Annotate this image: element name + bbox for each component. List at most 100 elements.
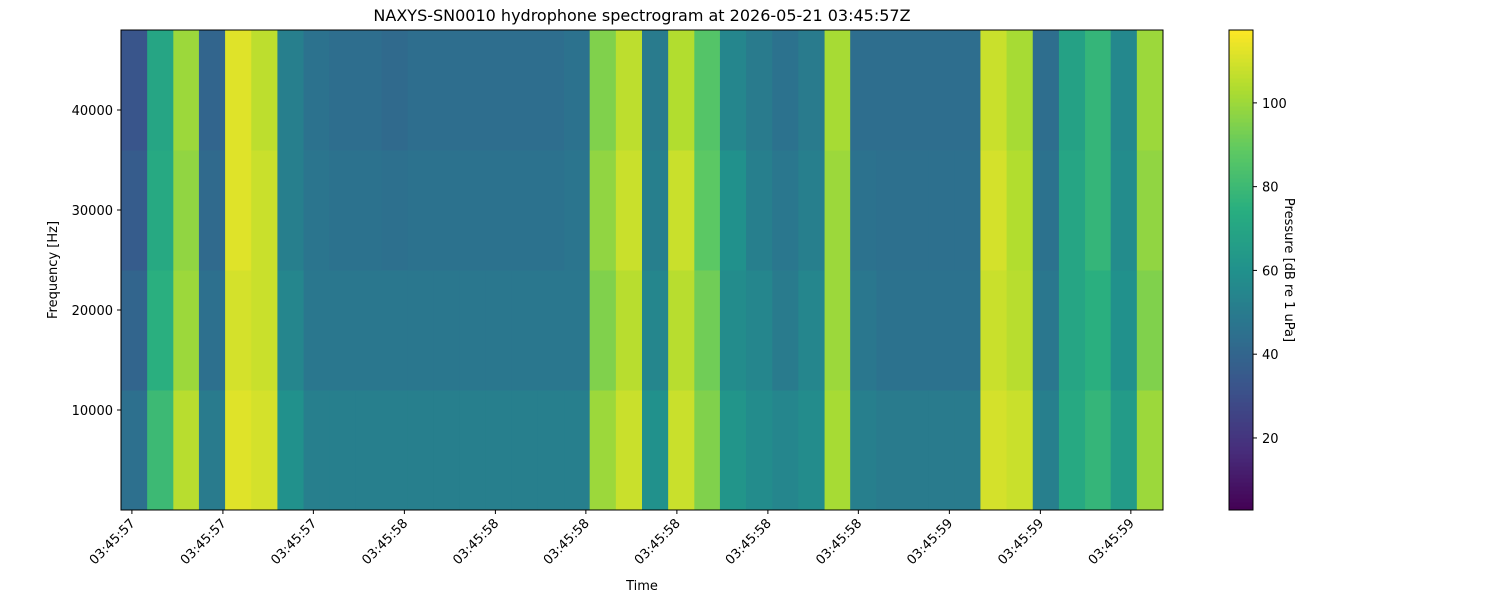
colorbar-segment (1229, 58, 1253, 63)
colorbar-segment (1229, 30, 1253, 35)
heatmap-cell (1136, 30, 1164, 151)
heatmap-cell (954, 270, 981, 391)
heatmap-cell (564, 390, 591, 511)
plot-frame (120, 29, 1164, 511)
heatmap-cell (980, 30, 1008, 151)
colorbar-segment (1229, 402, 1253, 407)
heatmap-cell (303, 270, 330, 391)
heatmap-cell (1110, 150, 1138, 271)
colorbar-segment (1229, 70, 1253, 75)
colorbar-segment (1229, 170, 1253, 175)
heatmap-cell (1058, 150, 1086, 271)
colorbar-segment (1229, 302, 1253, 307)
colorbar-segment (1229, 374, 1253, 379)
heatmap-cell (850, 390, 877, 511)
heatmap-cell (1006, 30, 1034, 151)
heatmap-cell (251, 270, 278, 391)
x-tick-label: 03:45:57 (87, 516, 139, 568)
colorbar-segment (1229, 46, 1253, 51)
colorbar-segment (1229, 146, 1253, 151)
heatmap-cell (355, 30, 382, 151)
colorbar-segment (1229, 418, 1253, 423)
colorbar-segment (1229, 154, 1253, 159)
colorbar-segment (1229, 294, 1253, 299)
colorbar-label: Pressure [dB re 1 uPa] (1281, 198, 1296, 342)
colorbar-segment (1229, 394, 1253, 399)
colorbar-segment (1229, 34, 1253, 39)
colorbar-segment (1229, 74, 1253, 79)
colorbar-segment (1229, 286, 1253, 291)
heatmap-cell (277, 390, 305, 511)
heatmap-cell (459, 270, 487, 391)
heatmap-cell (824, 30, 851, 151)
y-tick-label: 20000 (72, 304, 113, 319)
colorbar-segment (1229, 182, 1253, 187)
heatmap-cell (589, 30, 617, 151)
colorbar-segment (1229, 366, 1253, 371)
heatmap-cell (485, 390, 513, 511)
colorbar-segment (1229, 110, 1253, 115)
colorbar-segment (1229, 350, 1253, 355)
heatmap-cell (277, 150, 305, 271)
colorbar-segment (1229, 94, 1253, 99)
colorbar-segment (1229, 430, 1253, 435)
colorbar-segment (1229, 246, 1253, 251)
colorbar-segment (1229, 90, 1253, 95)
colorbar-segment (1229, 450, 1253, 455)
colorbar-segment (1229, 282, 1253, 287)
heatmap-cell (147, 390, 174, 511)
heatmap-cell (355, 150, 382, 271)
colorbar-segment (1229, 438, 1253, 443)
heatmap-cell (694, 390, 721, 511)
heatmap-cell (1136, 150, 1164, 271)
heatmap-cell (251, 150, 278, 271)
heatmap-cell (1032, 150, 1060, 271)
colorbar-segment (1229, 322, 1253, 327)
heatmap-cell (798, 150, 826, 271)
heatmap-cell (642, 30, 669, 151)
colorbar-segment (1229, 270, 1253, 275)
heatmap-cell (407, 390, 435, 511)
heatmap-cell (850, 150, 877, 271)
heatmap-cell (668, 30, 695, 151)
colorbar-segment (1229, 370, 1253, 375)
colorbar-segment (1229, 466, 1253, 471)
heatmap-cell (589, 270, 617, 391)
y-axis-label: Frequency [Hz] (46, 221, 61, 319)
heatmap-cell (1136, 270, 1164, 391)
x-tick-label: 03:45:58 (813, 516, 865, 568)
colorbar-segment (1229, 150, 1253, 155)
y-tick-label: 40000 (72, 104, 113, 119)
heatmap-cell (798, 270, 826, 391)
colorbar-segment (1229, 398, 1253, 403)
colorbar-segment (1229, 342, 1253, 347)
heatmap-cell (251, 30, 278, 151)
heatmap-cell (459, 30, 487, 151)
heatmap-cell (537, 270, 565, 391)
colorbar-segment (1229, 486, 1253, 491)
heatmap-cell (928, 270, 956, 391)
colorbar-segment (1229, 102, 1253, 107)
heatmap-cell (537, 150, 565, 271)
colorbar-segment (1229, 422, 1253, 427)
colorbar-segment (1229, 458, 1253, 463)
heatmap-cell (980, 270, 1008, 391)
colorbar-segment (1229, 446, 1253, 451)
heatmap-cell (668, 150, 695, 271)
colorbar-segment (1229, 354, 1253, 359)
colorbar-segment (1229, 210, 1253, 215)
heatmap-cell (1032, 30, 1060, 151)
heatmap-cell (329, 150, 356, 271)
heatmap-cell (121, 270, 148, 391)
colorbar-segment (1229, 138, 1253, 143)
colorbar-segment (1229, 326, 1253, 331)
heatmap-cell (719, 270, 747, 391)
heatmap-cell (251, 390, 278, 511)
heatmap-cell (173, 390, 200, 511)
colorbar-segment (1229, 118, 1253, 123)
heatmap-cell (459, 150, 487, 271)
heatmap-cell (433, 270, 460, 391)
heatmap-cell (173, 150, 200, 271)
colorbar-segment (1229, 250, 1253, 255)
colorbar-segment (1229, 106, 1253, 111)
